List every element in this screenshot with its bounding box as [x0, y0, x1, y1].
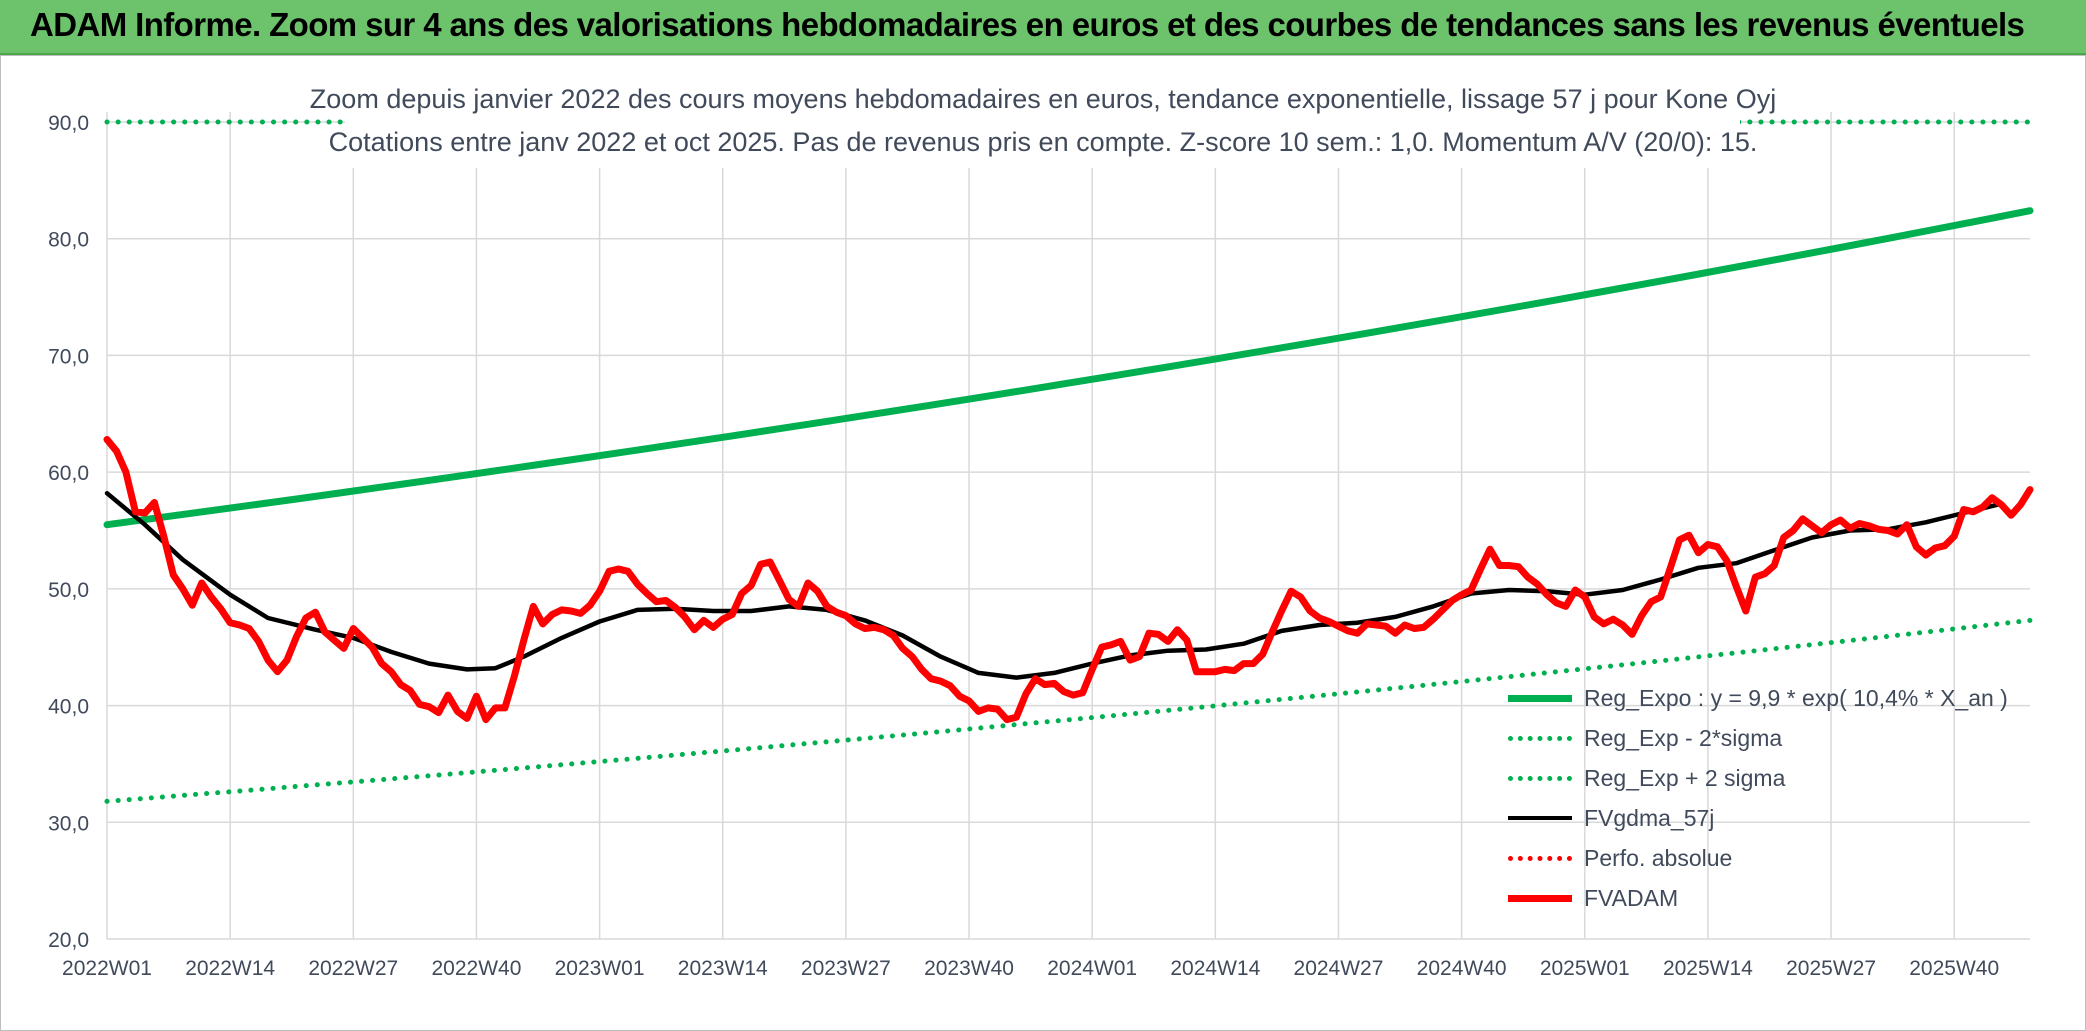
series-line-1: [104, 617, 2033, 804]
legend-swatch: [1508, 694, 1572, 702]
legend-label: FVgdma_57j: [1584, 804, 1715, 831]
y-tick-label: 20,0: [48, 929, 89, 952]
legend-swatch: [1508, 855, 1572, 861]
x-tick-label: 2023W27: [801, 957, 891, 980]
chart-subtitle: Cotations entre janv 2022 et oct 2025. P…: [328, 127, 1758, 157]
x-tick-label: 2022W27: [308, 957, 398, 980]
series-line-3: [104, 490, 2004, 680]
legend-label: Reg_Expo : y = 9,9 * exp( 10,4% * X_an ): [1584, 684, 2008, 711]
x-tick-label: 2025W14: [1663, 957, 1753, 980]
report-header: ADAM Informe. Zoom sur 4 ans des valoris…: [0, 0, 2086, 55]
x-tick-label: 2022W14: [185, 957, 275, 980]
legend-swatch: [1508, 735, 1572, 741]
title-backdrop: [345, 78, 1740, 168]
legend-item: FVADAM: [1508, 878, 2008, 918]
legend-swatch: [1508, 816, 1572, 820]
x-tick-label: 2024W01: [1047, 957, 1137, 980]
x-tick-label: 2023W01: [555, 957, 645, 980]
x-tick-label: 2023W40: [924, 957, 1014, 980]
legend-item: FVgdma_57j: [1508, 798, 2008, 838]
y-tick-label: 30,0: [48, 812, 89, 835]
x-tick-label: 2025W01: [1540, 957, 1630, 980]
x-tick-label: 2024W27: [1294, 957, 1384, 980]
x-tick-label: 2025W27: [1786, 957, 1876, 980]
x-tick-label: 2022W01: [62, 957, 152, 980]
x-tick-label: 2024W40: [1417, 957, 1507, 980]
y-tick-label: 50,0: [48, 579, 89, 602]
report-title: ADAM Informe. Zoom sur 4 ans des valoris…: [30, 6, 2025, 43]
y-tick-label: 40,0: [48, 696, 89, 719]
x-tick-label: 2023W14: [678, 957, 768, 980]
legend-label: Perfo. absolue: [1584, 844, 1733, 871]
legend-item: Reg_Expo : y = 9,9 * exp( 10,4% * X_an ): [1508, 678, 2008, 718]
legend-label: FVADAM: [1584, 884, 1679, 911]
chart-legend: Reg_Expo : y = 9,9 * exp( 10,4% * X_an )…: [1508, 678, 2008, 918]
y-tick-label: 90,0: [48, 112, 89, 135]
y-tick-label: 60,0: [48, 462, 89, 485]
y-tick-label: 80,0: [48, 229, 89, 252]
legend-item: Reg_Exp - 2*sigma: [1508, 718, 2008, 758]
series-line-5: [103, 436, 2034, 724]
x-tick-label: 2025W40: [1909, 957, 1999, 980]
legend-swatch: [1508, 775, 1572, 781]
series-line-0: [103, 207, 2034, 529]
chart-title: Zoom depuis janvier 2022 des cours moyen…: [309, 84, 1777, 114]
legend-item: Reg_Exp + 2 sigma: [1508, 758, 2008, 798]
legend-label: Reg_Exp - 2*sigma: [1584, 724, 1783, 751]
legend-item: Perfo. absolue: [1508, 838, 2008, 878]
x-tick-label: 2022W40: [431, 957, 521, 980]
y-tick-label: 70,0: [48, 345, 89, 368]
x-tick-label: 2024W14: [1170, 957, 1260, 980]
legend-swatch: [1508, 894, 1572, 902]
legend-label: Reg_Exp + 2 sigma: [1584, 764, 1786, 791]
